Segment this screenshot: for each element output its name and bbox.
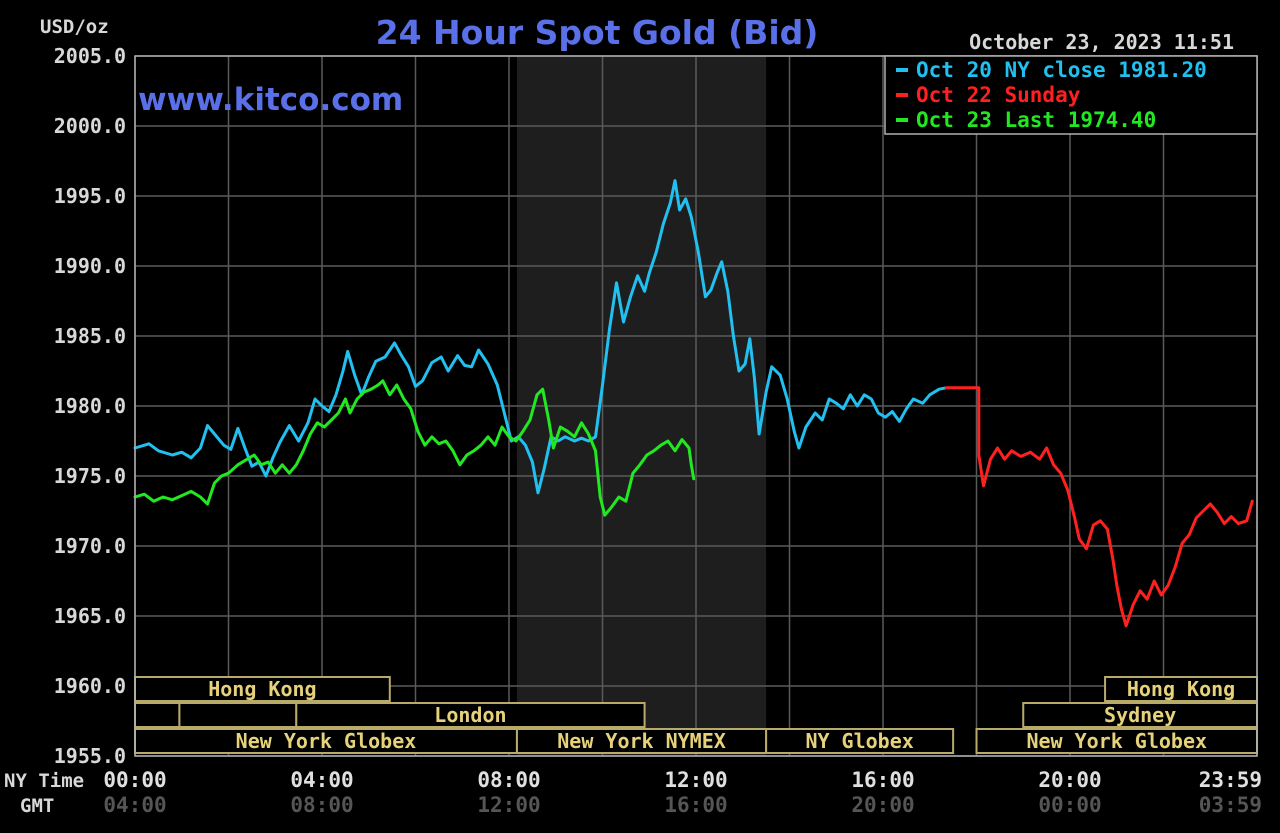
x-tick-label-ny: 08:00 [477,768,540,792]
x-tick-label-gmt: 00:00 [1038,793,1101,817]
y-tick-label: 1970.0 [54,534,126,558]
price-series [133,179,1254,628]
y-axis-tick-labels: 2005.0 2000.0 1995.0 1990.0 1985.0 1980.0 1975… [54,44,126,768]
y-tick-label: 1965.0 [54,604,126,628]
chart-title: 24 Hour Spot Gold (Bid) [376,13,819,52]
session-bar [134,702,181,728]
legend-entry: Oct 23 Last 1974.40 [916,108,1156,132]
x-tick-label-gmt: 20:00 [851,793,914,817]
session-bar [134,676,391,702]
x-tick-label-gmt: 12:00 [477,793,540,817]
y-tick-label: 1985.0 [54,324,126,348]
website-watermark: www.kitco.com [138,82,403,118]
x-tick-label-gmt: 16:00 [664,793,727,817]
x-tick-label-ny: 00:00 [103,768,166,792]
y-tick-label: 1990.0 [54,254,126,278]
y-tick-label: 2005.0 [54,44,126,68]
y-tick-label: 2000.0 [54,114,126,138]
session-label: Hong Kong [208,677,316,701]
y-tick-label: 1995.0 [54,184,126,208]
series-line-oct-20 [133,179,948,495]
y-tick-label: 1960.0 [54,674,126,698]
session-label: Sydney [1104,703,1176,727]
timestamp: October 23, 2023 11:51 [969,30,1234,54]
session-label: New York NYMEX [557,729,726,753]
session-bar [765,728,955,754]
legend-box [884,55,1258,135]
session-label: New York Globex [1026,729,1207,753]
units-label: USD/oz [40,16,109,38]
x-tick-label-gmt: 08:00 [290,793,353,817]
session-bar [295,702,646,728]
x-tick-label-ny: 23:59 [1199,768,1262,792]
x-tick-label-ny: 16:00 [851,768,914,792]
y-tick-label: 1980.0 [54,394,126,418]
y-tick-label: 1955.0 [54,744,126,768]
plot-border [134,55,1258,757]
x-tick-label-ny: 04:00 [290,768,353,792]
x-axis-tick-labels: 00:0004:0004:0008:0008:0012:0012:0016:00… [103,768,1262,817]
x-tick-label-ny: 20:00 [1038,768,1101,792]
x-tick-label-gmt: 03:59 [1199,793,1262,817]
session-label: New York Globex [236,729,417,753]
legend-entry: Oct 22 Sunday [916,83,1081,107]
session-bar [1022,702,1258,728]
session-bar [1104,676,1258,702]
legend-entry: Oct 20 NY close 1981.20 [916,58,1207,82]
session-label: Hong Kong [1127,677,1235,701]
gmt-label: GMT [20,795,54,817]
session-bar [975,728,1258,754]
ny-time-label: NY Time [4,770,84,792]
x-tick-label-ny: 12:00 [664,768,727,792]
x-tick-label-gmt: 04:00 [103,793,166,817]
series-line-oct-22 [944,386,1254,628]
y-tick-label: 1975.0 [54,464,126,488]
session-bar [178,702,298,728]
session-bar [515,728,768,754]
session-label: NY Globex [805,729,913,753]
series-line-oct-23 [133,379,696,517]
session-label: London [434,703,506,727]
